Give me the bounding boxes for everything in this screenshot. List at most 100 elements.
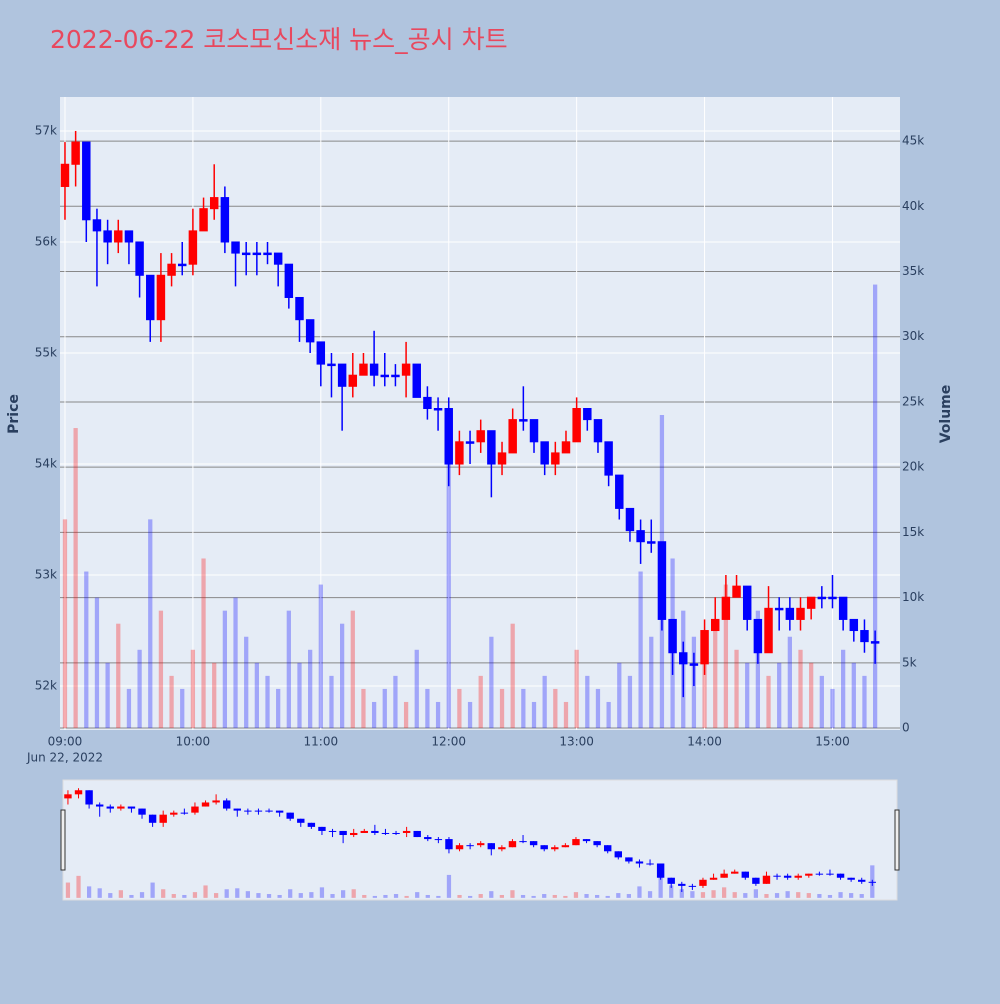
candle-body — [327, 363, 336, 367]
mini-candle-body — [794, 875, 802, 878]
candle-body — [508, 419, 517, 454]
candle-body — [710, 618, 720, 632]
x-tick-label: 13:00 — [559, 735, 594, 749]
volume-bar — [350, 610, 355, 729]
mini-candle-body — [360, 830, 368, 833]
candle-body — [316, 341, 326, 365]
mini-volume-bar — [341, 890, 346, 898]
mini-volume-bar — [774, 893, 780, 898]
range-slider[interactable] — [62, 779, 898, 901]
candle-body — [273, 252, 283, 265]
mini-volume-bar — [489, 891, 494, 898]
volume-bar — [809, 662, 814, 729]
volume-bar — [265, 675, 270, 729]
volume-bar — [649, 636, 654, 729]
candle-body — [135, 241, 144, 276]
candle-body — [444, 408, 453, 465]
candle-body — [668, 618, 677, 654]
mini-candle-body — [95, 804, 104, 807]
y2-axis-title: Volume — [938, 385, 954, 444]
candle-body — [529, 419, 539, 443]
mini-candle-body — [593, 841, 601, 846]
mini-volume-bar — [372, 895, 377, 898]
chart-title: 2022-06-22 코스모신소재 뉴스_공시 차트 — [50, 25, 508, 54]
candle-body — [359, 363, 368, 376]
mini-candle-body — [328, 830, 337, 832]
candle-body — [348, 374, 358, 387]
mini-candle-body — [64, 794, 72, 799]
y2-tick-label: 45k — [902, 134, 924, 148]
mini-volume-bar — [150, 882, 155, 898]
mini-volume-bar — [224, 889, 229, 898]
volume-bar — [755, 610, 760, 729]
mini-candle-body — [212, 800, 220, 803]
mini-volume-bar — [277, 894, 282, 898]
candle-body — [423, 396, 432, 410]
volume-bar — [425, 688, 430, 729]
mini-candle-body — [392, 832, 400, 834]
mini-candle-body — [286, 812, 294, 819]
mini-volume-bar — [129, 894, 134, 898]
volume-bar — [169, 675, 174, 729]
candle-body — [178, 263, 187, 267]
mini-candle-body — [201, 802, 210, 807]
mini-candle-body — [297, 818, 305, 823]
mini-candle-body — [498, 847, 506, 850]
y-tick-label: 54k — [35, 457, 57, 471]
y2-tick-label: 10k — [902, 590, 924, 604]
slider-handle[interactable] — [60, 809, 66, 871]
volume-bar — [627, 675, 633, 729]
volume-bar — [862, 675, 867, 729]
volume-bar — [723, 584, 729, 729]
y-tick-label: 52k — [35, 679, 57, 693]
mini-candle-body — [540, 845, 548, 850]
candle-body — [593, 419, 603, 443]
mini-candle-body — [762, 875, 771, 884]
volume-bar — [531, 701, 537, 729]
mini-candle-body — [275, 810, 284, 813]
candle-body — [199, 208, 208, 232]
candle-body — [615, 474, 624, 509]
mini-candle-body — [519, 841, 527, 843]
volume-bar — [222, 610, 228, 729]
volume-bar — [201, 558, 206, 729]
mini-volume-bar — [404, 895, 409, 898]
mini-candle-body — [614, 851, 622, 858]
mini-volume-bar — [584, 894, 589, 898]
candle-body — [476, 430, 485, 443]
volume-bar — [734, 649, 739, 729]
candle-body — [551, 452, 560, 465]
mini-volume-bar — [108, 893, 113, 898]
mini-candle-body — [371, 830, 379, 833]
mini-candle-body — [127, 806, 136, 809]
volume-bar — [435, 701, 441, 729]
mini-volume-bar — [65, 882, 71, 898]
volume-bar — [212, 662, 217, 729]
mini-volume-bar — [605, 895, 610, 898]
volume-bar — [787, 636, 792, 729]
volume-bar — [180, 688, 185, 729]
mini-volume-bar — [213, 893, 219, 898]
volume-bar — [830, 688, 835, 729]
volume-bar — [553, 688, 558, 729]
mini-volume-bar — [139, 892, 145, 898]
volume-bar — [574, 649, 579, 729]
slider-handle[interactable] — [894, 809, 900, 871]
volume-bar — [851, 662, 856, 729]
mini-candle-body — [244, 810, 252, 812]
mini-candle-body — [254, 810, 263, 812]
mini-candle-body — [688, 885, 697, 887]
mini-candle-body — [402, 830, 411, 833]
x-tick-label: 10:00 — [176, 735, 211, 749]
candle-body — [412, 363, 421, 398]
volume-bar — [702, 649, 707, 729]
mini-volume-bar — [97, 888, 102, 898]
y2-tick-label: 20k — [902, 460, 924, 474]
mini-volume-bar — [118, 890, 123, 898]
mini-volume-bar — [711, 890, 716, 898]
candle-body — [519, 419, 528, 422]
mini-candle-body — [381, 832, 390, 834]
candle-body — [497, 452, 507, 465]
mini-candle-body — [85, 790, 93, 805]
